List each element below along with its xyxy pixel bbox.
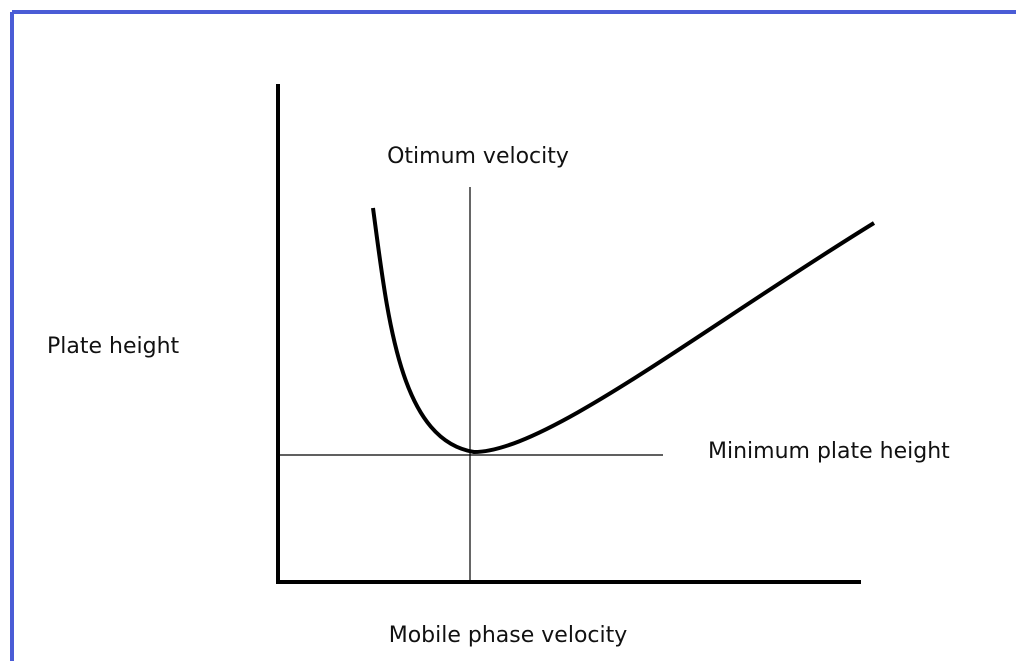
y-axis-label: Plate height xyxy=(47,334,180,359)
van-deemter-curve xyxy=(371,207,876,455)
minimum-label: Minimum plate height xyxy=(708,439,950,464)
optimum-label: Otimum velocity xyxy=(387,144,569,169)
x-axis-label: Mobile phase velocity xyxy=(389,623,628,648)
